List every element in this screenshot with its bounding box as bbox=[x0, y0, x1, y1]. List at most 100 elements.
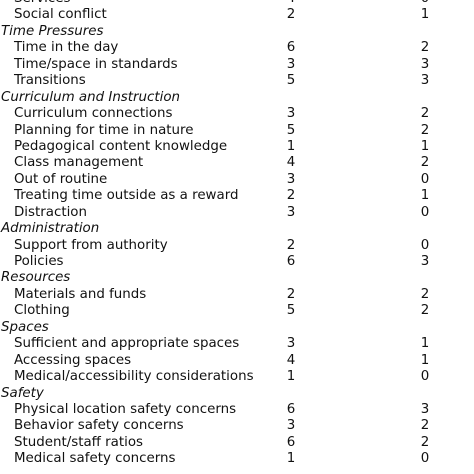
item-label: Student/staff ratios bbox=[14, 434, 143, 450]
count-value-1: 4 bbox=[284, 0, 298, 7]
category-heading: Spaces bbox=[0, 320, 474, 336]
category-heading: Time Pressures bbox=[0, 24, 474, 40]
item-label: Sufficient and appropriate spaces bbox=[14, 336, 240, 352]
item-label: Policies bbox=[14, 254, 64, 269]
item-label: Support from authority bbox=[14, 237, 168, 253]
table-row: Time in the day 6 2 bbox=[0, 40, 474, 56]
count-value-1: 2 bbox=[286, 7, 296, 23]
item-label: Materials and funds bbox=[14, 286, 147, 302]
item-label: Services bbox=[14, 0, 70, 7]
count-value-1: 1 bbox=[286, 451, 296, 467]
count-value-1: 6 bbox=[286, 434, 296, 450]
category-heading: Resources bbox=[0, 270, 474, 286]
count-value-2: 2 bbox=[420, 418, 430, 434]
count-value-2: 3 bbox=[420, 254, 430, 269]
item-label: Medical safety concerns bbox=[14, 451, 176, 467]
count-value-2: 1 bbox=[420, 336, 430, 352]
count-value-1: 6 bbox=[286, 40, 296, 56]
item-label: Distraction bbox=[14, 204, 87, 220]
item-label: Physical location safety concerns bbox=[14, 401, 237, 417]
category-label: Time Pressures bbox=[1, 23, 104, 39]
count-value-1: 2 bbox=[286, 237, 296, 253]
table-row: Distraction 3 0 bbox=[0, 205, 474, 221]
count-value-2: 1 bbox=[420, 188, 430, 204]
count-value-1: 4 bbox=[286, 352, 296, 368]
category-heading: Curriculum and Instruction bbox=[0, 90, 474, 106]
table-row: Clothing 5 2 bbox=[0, 303, 474, 319]
table-row: Services 4 0 bbox=[0, 0, 474, 7]
count-value-1: 6 bbox=[286, 254, 296, 269]
count-value-2: 0 bbox=[418, 0, 432, 7]
count-value-2: 3 bbox=[420, 73, 430, 89]
category-label: Safety bbox=[1, 385, 44, 401]
count-value-1: 2 bbox=[286, 188, 296, 204]
item-label: Behavior safety concerns bbox=[14, 418, 184, 434]
table-row: Planning for time in nature 5 2 bbox=[0, 123, 474, 139]
count-value-2: 0 bbox=[420, 237, 430, 253]
count-value-1: 1 bbox=[286, 369, 296, 385]
count-value-2: 0 bbox=[420, 204, 430, 220]
count-value-2: 2 bbox=[420, 286, 430, 302]
count-value-1: 1 bbox=[286, 138, 296, 154]
count-value-2: 1 bbox=[420, 138, 430, 154]
item-label: Clothing bbox=[14, 303, 70, 319]
category-heading: Administration bbox=[0, 221, 474, 237]
count-value-2: 3 bbox=[420, 401, 430, 417]
count-value-2: 0 bbox=[420, 369, 430, 385]
table-row: Medical safety concerns 1 0 bbox=[0, 451, 474, 467]
count-value-1: 3 bbox=[286, 56, 296, 72]
category-heading: Safety bbox=[0, 386, 474, 402]
category-label: Administration bbox=[1, 221, 100, 237]
count-value-1: 5 bbox=[286, 122, 296, 138]
count-value-1: 6 bbox=[286, 401, 296, 417]
count-value-2: 2 bbox=[420, 434, 430, 450]
count-value-2: 0 bbox=[420, 451, 430, 467]
table-row: Policies 6 3 bbox=[0, 254, 474, 270]
count-value-2: 1 bbox=[420, 352, 430, 368]
item-label: Time in the day bbox=[14, 40, 119, 56]
count-value-1: 3 bbox=[286, 336, 296, 352]
count-value-2: 2 bbox=[420, 155, 430, 171]
category-label: Resources bbox=[1, 270, 71, 286]
item-label: Social conflict bbox=[14, 7, 107, 23]
count-value-2: 1 bbox=[420, 7, 430, 23]
table-row: Pedagogical content knowledge 1 1 bbox=[0, 139, 474, 155]
item-label: Medical/accessibility considerations bbox=[14, 369, 254, 385]
count-value-1: 2 bbox=[286, 286, 296, 302]
item-label: Class management bbox=[14, 155, 144, 171]
table-row: Materials and funds 2 2 bbox=[0, 287, 474, 303]
table-row: Support from authority 2 0 bbox=[0, 238, 474, 254]
table-row: Treating time outside as a reward 2 1 bbox=[0, 188, 474, 204]
item-label: Out of routine bbox=[14, 171, 108, 187]
table-row: Time/space in standards 3 3 bbox=[0, 57, 474, 73]
table-row: Medical/accessibility considerations 1 0 bbox=[0, 369, 474, 385]
count-value-2: 3 bbox=[420, 56, 430, 72]
item-label: Treating time outside as a reward bbox=[14, 188, 239, 204]
table-row: Out of routine 3 0 bbox=[0, 172, 474, 188]
count-value-1: 4 bbox=[286, 155, 296, 171]
table-row: Physical location safety concerns 6 3 bbox=[0, 402, 474, 418]
count-value-1: 3 bbox=[286, 171, 296, 187]
item-label: Transitions bbox=[14, 73, 86, 89]
count-value-1: 5 bbox=[286, 303, 296, 319]
count-value-1: 3 bbox=[286, 418, 296, 434]
count-value-1: 3 bbox=[286, 204, 296, 220]
item-label: Planning for time in nature bbox=[14, 122, 194, 138]
table-row: Transitions 5 3 bbox=[0, 73, 474, 89]
category-label: Spaces bbox=[1, 319, 49, 335]
item-label: Curriculum connections bbox=[14, 106, 173, 122]
table-row: Class management 4 2 bbox=[0, 155, 474, 171]
count-value-2: 2 bbox=[420, 122, 430, 138]
count-value-1: 3 bbox=[286, 106, 296, 122]
table-row: Accessing spaces 4 1 bbox=[0, 353, 474, 369]
table-row: Social conflict 2 1 bbox=[0, 7, 474, 23]
item-label: Time/space in standards bbox=[14, 56, 178, 72]
count-value-2: 2 bbox=[420, 106, 430, 122]
count-value-1: 5 bbox=[286, 73, 296, 89]
table-row: Behavior safety concerns 3 2 bbox=[0, 418, 474, 434]
count-value-2: 0 bbox=[420, 171, 430, 187]
count-value-2: 2 bbox=[420, 303, 430, 319]
table-row: Student/staff ratios 6 2 bbox=[0, 435, 474, 451]
count-value-2: 2 bbox=[420, 40, 430, 56]
